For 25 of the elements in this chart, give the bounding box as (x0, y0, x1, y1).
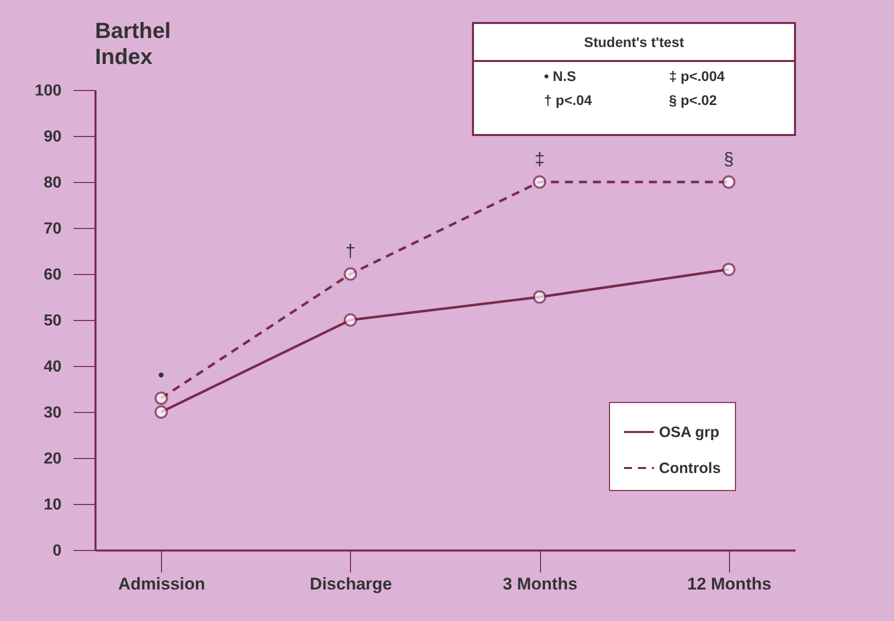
y-tick-label: 100 (34, 82, 62, 100)
legend-label: Controls (659, 460, 721, 477)
legend-label: OSA grp (659, 424, 720, 441)
annotation: • (158, 365, 164, 386)
annotation: † (345, 241, 356, 261)
y-tick-label: 40 (44, 358, 62, 376)
annotation: § p<.02 (669, 92, 718, 108)
y-tick-label: 30 (44, 404, 62, 422)
annotation: ‡ (534, 149, 545, 169)
x-tick-label: Discharge (310, 574, 392, 594)
x-tick-label: Admission (118, 574, 206, 594)
annotation: § (724, 149, 734, 169)
y-tick-label: 50 (44, 312, 62, 330)
y-tick-label: 20 (44, 450, 62, 468)
y-tick-label: 90 (44, 128, 62, 146)
y-tick-label: 0 (52, 542, 62, 560)
key-box: Student's t'test • N.S ‡ p<.004 † p<.04 § p<.02 (472, 22, 796, 136)
x-tick-label: 3 Months (502, 574, 578, 594)
y-tick-label: 60 (44, 266, 62, 284)
annotation: † p<.04 (544, 92, 593, 108)
y-tick-label: 10 (44, 496, 62, 514)
y-tick-label: 80 (44, 174, 62, 192)
y-tick-label: 70 (44, 220, 62, 238)
y-axis-title: Barthel Index (95, 18, 172, 70)
x-tick-label: 12 Months (687, 574, 772, 594)
